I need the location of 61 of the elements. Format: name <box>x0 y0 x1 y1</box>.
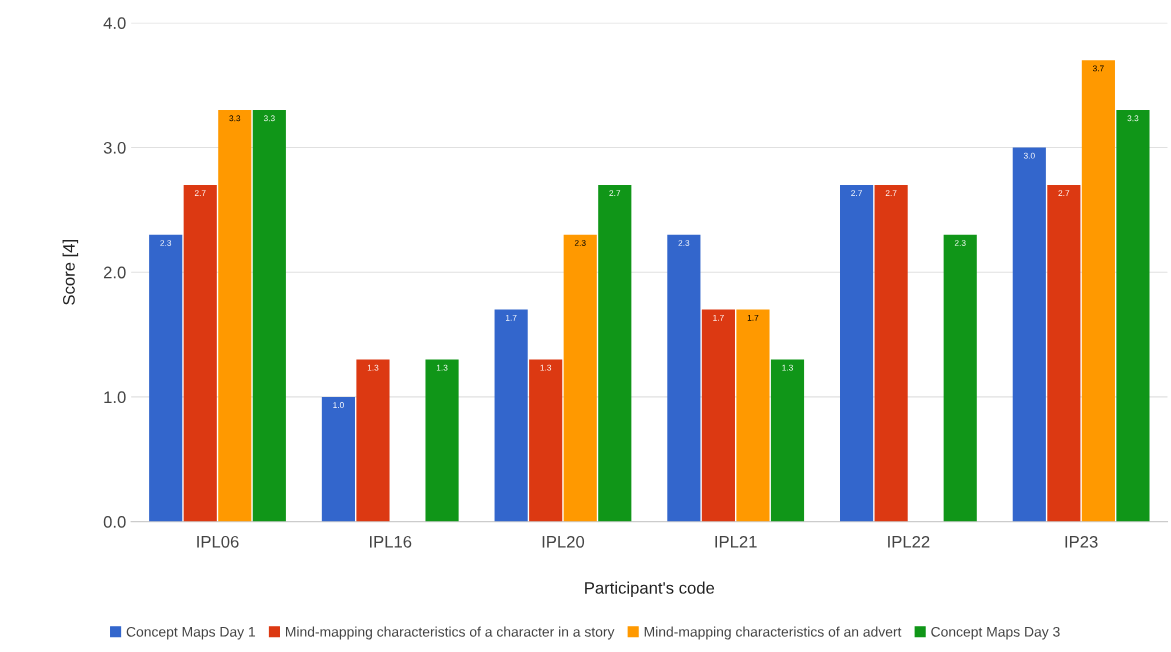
bar <box>1081 60 1115 522</box>
x-tick-label: IPL20 <box>542 535 585 548</box>
bar <box>1012 147 1046 522</box>
data-label: 1.3 <box>540 364 552 371</box>
data-label: 1.3 <box>367 364 379 371</box>
bar <box>252 110 286 522</box>
data-label: 1.7 <box>747 314 759 321</box>
data-label: 2.3 <box>678 240 690 246</box>
data-label: 1.3 <box>436 364 448 371</box>
bar <box>598 184 632 522</box>
bar <box>701 309 735 522</box>
data-label: 2.7 <box>885 190 897 196</box>
data-label: 3.0 <box>1023 152 1035 159</box>
bar <box>494 309 528 522</box>
data-label: 2.7 <box>851 190 862 196</box>
data-label: 2.7 <box>194 190 206 196</box>
bar <box>563 234 597 522</box>
bar <box>943 234 977 522</box>
bar <box>1047 184 1081 522</box>
bar <box>356 359 390 522</box>
bar <box>874 184 908 522</box>
data-label: 2.3 <box>160 240 172 246</box>
data-label: 2.3 <box>574 240 586 246</box>
y-tick-label: 1.0 <box>104 391 126 404</box>
data-label: 1.7 <box>505 314 517 321</box>
x-axis-title: Participant's code <box>585 581 715 598</box>
data-label: 2.7 <box>609 190 621 196</box>
data-label: 3.3 <box>229 115 241 122</box>
bar <box>667 234 701 522</box>
x-tick-label: IPL06 <box>197 535 239 548</box>
data-label: 1.0 <box>333 402 344 409</box>
y-axis-title: Score [4] <box>62 240 79 305</box>
data-label: 3.3 <box>263 115 275 122</box>
x-tick-label: IP23 <box>1065 535 1098 548</box>
x-tick-label: IPL21 <box>715 535 757 548</box>
bar <box>529 359 563 522</box>
bar <box>218 110 252 522</box>
y-tick-label: 0.0 <box>103 516 126 528</box>
data-label: 2.3 <box>954 240 966 246</box>
data-label: 2.7 <box>1058 190 1070 196</box>
y-tick-label: 3.0 <box>103 141 126 154</box>
bar <box>1116 110 1150 522</box>
data-label: 3.7 <box>1092 65 1104 72</box>
bar <box>183 184 217 522</box>
y-tick-label: 2.0 <box>103 266 126 279</box>
legend-label: Mind-mapping characteristics of an advert <box>644 626 902 640</box>
legend-label: Concept Maps Day 1 <box>126 626 256 640</box>
y-tick-label: 4.0 <box>103 17 126 30</box>
data-label: 1.3 <box>782 364 793 371</box>
bar <box>425 359 459 522</box>
bar <box>840 184 874 522</box>
x-tick-label: IPL22 <box>888 535 930 548</box>
legend-label: Mind-mapping characteristics of a character in a story <box>285 626 615 640</box>
data-label: 3.3 <box>1127 115 1139 122</box>
bar <box>770 359 805 522</box>
bar <box>149 234 183 522</box>
bar <box>321 396 355 522</box>
x-tick-label: IPL16 <box>370 535 412 548</box>
bar <box>736 309 770 522</box>
data-label: 1.7 <box>713 314 724 321</box>
legend-label: Concept Maps Day 3 <box>931 626 1060 640</box>
